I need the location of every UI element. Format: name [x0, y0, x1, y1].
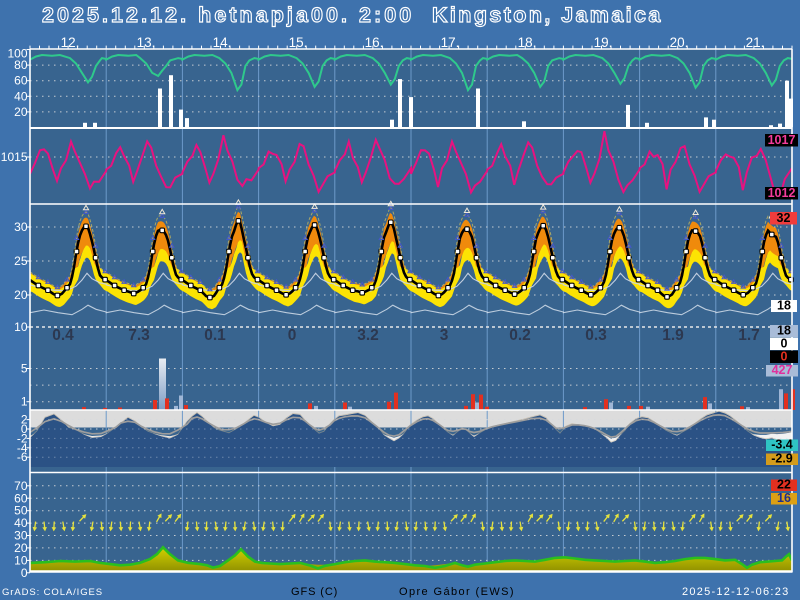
svg-text:0.3: 0.3	[585, 327, 607, 344]
svg-text:15.: 15.	[289, 35, 308, 50]
svg-text:60: 60	[14, 491, 28, 505]
svg-text:13.: 13.	[137, 35, 156, 50]
svg-text:17.: 17.	[441, 35, 460, 50]
svg-text:GFS (C): GFS (C)	[291, 586, 338, 598]
svg-text:0: 0	[781, 337, 788, 351]
svg-text:16: 16	[777, 491, 791, 505]
svg-text:1015: 1015	[1, 150, 28, 164]
svg-text:1: 1	[21, 395, 28, 409]
svg-text:22: 22	[777, 478, 791, 492]
svg-text:2025.12.12. hetnapja00. 2:00: 2025.12.12. hetnapja00. 2:00	[42, 3, 414, 27]
svg-text:Opre Gábor (EWS): Opre Gábor (EWS)	[399, 586, 515, 598]
svg-text:100: 100	[7, 47, 27, 61]
svg-text:21.: 21.	[746, 35, 765, 50]
svg-text:10: 10	[14, 320, 28, 334]
svg-text:-4: -4	[17, 441, 28, 455]
svg-text:1.7: 1.7	[738, 327, 760, 344]
svg-text:20: 20	[14, 541, 28, 555]
svg-text:3.2: 3.2	[357, 327, 379, 344]
svg-text:20: 20	[14, 288, 28, 302]
svg-text:-6: -6	[17, 450, 28, 464]
svg-text:427: 427	[772, 363, 793, 377]
svg-text:GrADS: COLA/IGES: GrADS: COLA/IGES	[2, 587, 103, 598]
svg-text:7.3: 7.3	[128, 327, 150, 344]
svg-text:0: 0	[288, 327, 297, 344]
svg-text:20: 20	[14, 105, 28, 119]
svg-text:0.1: 0.1	[204, 327, 226, 344]
svg-text:-2: -2	[17, 431, 28, 445]
svg-text:2025-12-12-06:23: 2025-12-12-06:23	[682, 586, 789, 598]
svg-text:18.: 18.	[518, 35, 537, 50]
svg-text:16.: 16.	[365, 35, 384, 50]
svg-text:40: 40	[14, 89, 28, 103]
svg-text:-3.4: -3.4	[771, 438, 793, 452]
svg-text:1.9: 1.9	[662, 327, 684, 344]
svg-text:0: 0	[781, 350, 788, 364]
svg-text:Kingston, Jamaica: Kingston, Jamaica	[432, 3, 663, 27]
svg-text:18: 18	[777, 299, 791, 313]
svg-text:50: 50	[14, 504, 28, 518]
svg-text:20.: 20.	[670, 35, 689, 50]
svg-text:2: 2	[21, 413, 28, 427]
svg-text:0: 0	[21, 422, 28, 436]
svg-text:60: 60	[14, 74, 28, 88]
svg-text:30: 30	[14, 220, 28, 234]
svg-text:40: 40	[14, 516, 28, 530]
svg-text:32: 32	[777, 211, 791, 225]
svg-text:-2.9: -2.9	[771, 452, 793, 466]
svg-text:5: 5	[21, 362, 28, 376]
svg-text:80: 80	[14, 58, 28, 72]
svg-text:1012: 1012	[768, 186, 796, 200]
svg-text:0.2: 0.2	[509, 327, 531, 344]
svg-text:19.: 19.	[594, 35, 613, 50]
svg-text:1017: 1017	[768, 133, 796, 147]
svg-text:18: 18	[777, 324, 791, 338]
svg-text:12.: 12.	[61, 35, 80, 50]
svg-text:14.: 14.	[213, 35, 232, 50]
svg-text:30: 30	[14, 529, 28, 543]
svg-text:3: 3	[440, 327, 449, 344]
svg-text:10: 10	[14, 553, 28, 567]
svg-text:25: 25	[14, 254, 28, 268]
svg-text:70: 70	[14, 479, 28, 493]
svg-text:0.4: 0.4	[52, 327, 74, 344]
svg-text:0: 0	[21, 566, 28, 580]
